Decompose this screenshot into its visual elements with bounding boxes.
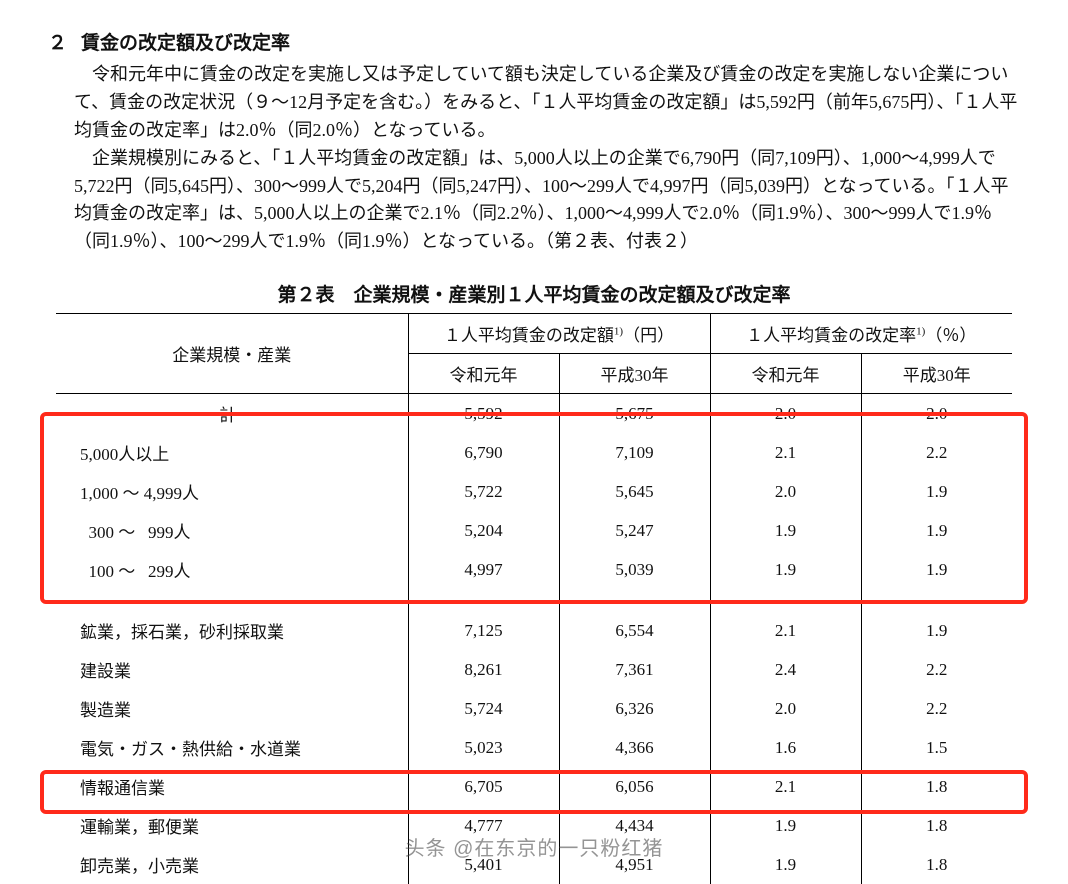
cell-rate-h30: 1.9 (861, 472, 1012, 511)
cell-rate-h30: 2.2 (861, 650, 1012, 689)
section-number: ２ (48, 28, 67, 55)
cell-rate-h30: 2.0 (861, 394, 1012, 434)
cell-amt-r1: 5,204 (408, 511, 559, 550)
cell-amt-h30: 5,675 (559, 394, 710, 434)
cell-amt-h30: 5,645 (559, 472, 710, 511)
cell-amt-h30: 6,554 (559, 611, 710, 650)
table-row: 建設業8,2617,3612.42.2 (56, 650, 1012, 689)
table-row: 100 ～ 299人4,9975,0391.91.9 (56, 550, 1012, 589)
cell-amt-h30: 5,039 (559, 550, 710, 589)
row-label: 製造業 (56, 689, 408, 728)
row-label: 情報通信業 (56, 767, 408, 806)
cell-amt-r1: 5,401 (408, 845, 559, 884)
cell-rate-h30: 1.8 (861, 767, 1012, 806)
table-row: 鉱業，採石業，砂利採取業7,1256,5542.11.9 (56, 611, 1012, 650)
cell-amt-r1: 5,722 (408, 472, 559, 511)
cell-amt-r1: 8,261 (408, 650, 559, 689)
row-label: 運輸業，郵便業 (56, 806, 408, 845)
cell-amt-h30: 4,434 (559, 806, 710, 845)
cell-amt-h30: 4,366 (559, 728, 710, 767)
cell-rate-r1: 2.4 (710, 650, 861, 689)
cell-amt-r1: 7,125 (408, 611, 559, 650)
table-row: 運輸業，郵便業4,7774,4341.91.8 (56, 806, 1012, 845)
cell-amt-h30: 5,247 (559, 511, 710, 550)
wage-table: 企業規模・産業 １人平均賃金の改定額1)（円） １人平均賃金の改定率1)（％） … (56, 313, 1012, 884)
group-header-amount: １人平均賃金の改定額1)（円） (408, 314, 710, 354)
group-header-rate: １人平均賃金の改定率1)（％） (710, 314, 1012, 354)
row-label: 5,000人以上 (56, 433, 408, 472)
section-title: 賃金の改定額及び改定率 (81, 33, 290, 54)
cell-rate-h30: 1.9 (861, 511, 1012, 550)
cell-rate-r1: 2.1 (710, 611, 861, 650)
col-amt-r1: 令和元年 (408, 354, 559, 394)
cell-rate-r1: 2.1 (710, 767, 861, 806)
cell-rate-h30: 2.2 (861, 433, 1012, 472)
section-heading: ２ 賃金の改定額及び改定率 (48, 28, 1020, 55)
row-header: 企業規模・産業 (56, 314, 408, 394)
col-amt-h30: 平成30年 (559, 354, 710, 394)
row-label: 電気・ガス・熱供給・水道業 (56, 728, 408, 767)
cell-rate-r1: 2.0 (710, 394, 861, 434)
cell-amt-h30: 7,109 (559, 433, 710, 472)
table-row: 製造業5,7246,3262.02.2 (56, 689, 1012, 728)
cell-rate-r1: 1.9 (710, 511, 861, 550)
cell-amt-r1: 4,777 (408, 806, 559, 845)
cell-amt-h30: 7,361 (559, 650, 710, 689)
cell-rate-r1: 1.6 (710, 728, 861, 767)
cell-rate-r1: 2.0 (710, 472, 861, 511)
row-label: 計 (56, 394, 408, 434)
cell-amt-h30: 6,326 (559, 689, 710, 728)
cell-rate-h30: 1.9 (861, 611, 1012, 650)
cell-rate-r1: 2.1 (710, 433, 861, 472)
cell-rate-h30: 1.5 (861, 728, 1012, 767)
row-label: 鉱業，採石業，砂利採取業 (56, 611, 408, 650)
cell-rate-h30: 1.8 (861, 845, 1012, 884)
row-label: 100 ～ 299人 (56, 550, 408, 589)
cell-rate-h30: 1.8 (861, 806, 1012, 845)
col-rate-r1: 令和元年 (710, 354, 861, 394)
table-row: 電気・ガス・熱供給・水道業5,0234,3661.61.5 (56, 728, 1012, 767)
row-label: 1,000 ～ 4,999人 (56, 472, 408, 511)
row-label: 300 ～ 999人 (56, 511, 408, 550)
paragraph-2: 企業規模別にみると、「１人平均賃金の改定額」は、5,000人以上の企業で6,79… (48, 145, 1020, 257)
cell-amt-r1: 5,592 (408, 394, 559, 434)
row-label: 卸売業，小売業 (56, 845, 408, 884)
cell-rate-r1: 1.9 (710, 550, 861, 589)
paragraph-1: 令和元年中に賃金の改定を実施し又は予定していて額も決定している企業及び賃金の改定… (48, 61, 1020, 145)
table-row: 情報通信業6,7056,0562.11.8 (56, 767, 1012, 806)
cell-rate-r1: 2.0 (710, 689, 861, 728)
cell-rate-r1: 1.9 (710, 806, 861, 845)
cell-amt-r1: 4,997 (408, 550, 559, 589)
table-row: 300 ～ 999人5,2045,2471.91.9 (56, 511, 1012, 550)
cell-amt-r1: 6,790 (408, 433, 559, 472)
cell-amt-h30: 4,951 (559, 845, 710, 884)
cell-amt-r1: 6,705 (408, 767, 559, 806)
cell-amt-h30: 6,056 (559, 767, 710, 806)
cell-rate-r1: 1.9 (710, 845, 861, 884)
table-row: 計5,5925,6752.02.0 (56, 394, 1012, 434)
cell-amt-r1: 5,023 (408, 728, 559, 767)
table-row: 5,000人以上6,7907,1092.12.2 (56, 433, 1012, 472)
cell-rate-h30: 1.9 (861, 550, 1012, 589)
table-row: 卸売業，小売業5,4014,9511.91.8 (56, 845, 1012, 884)
table-gap-row (56, 589, 1012, 611)
col-rate-h30: 平成30年 (861, 354, 1012, 394)
cell-amt-r1: 5,724 (408, 689, 559, 728)
table-row: 1,000 ～ 4,999人5,7225,6452.01.9 (56, 472, 1012, 511)
table-title: 第２表 企業規模・産業別１人平均賃金の改定額及び改定率 (48, 280, 1020, 307)
cell-rate-h30: 2.2 (861, 689, 1012, 728)
row-label: 建設業 (56, 650, 408, 689)
